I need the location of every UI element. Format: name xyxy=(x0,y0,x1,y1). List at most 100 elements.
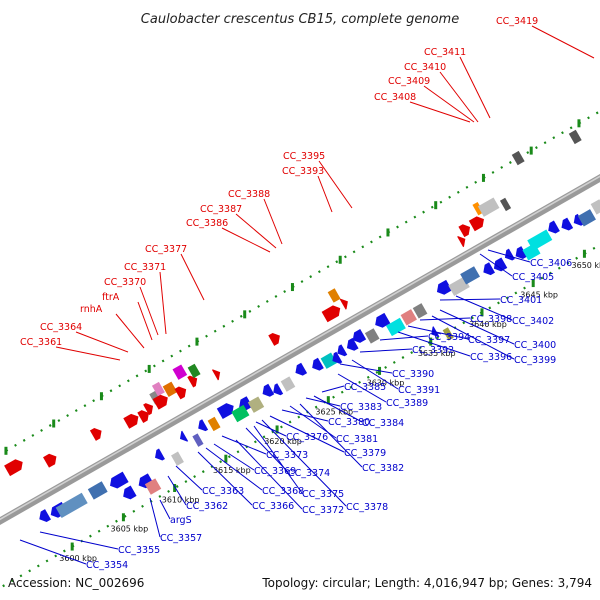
gene-callout-forward: CC_3370 xyxy=(104,277,159,336)
gene-glyph xyxy=(527,229,553,251)
gene-callout-reverse: CC_3380 xyxy=(281,409,370,428)
gene-label: CC_3392 xyxy=(412,345,454,356)
gene-label: CC_3372 xyxy=(302,505,344,516)
gene-label: CC_3364 xyxy=(40,322,82,333)
gene-label: rnhA xyxy=(80,304,103,315)
callout-line xyxy=(139,286,159,336)
gene-arrow-forward xyxy=(458,224,471,238)
gene-block xyxy=(590,199,600,215)
gene-block xyxy=(247,396,265,413)
gene-block xyxy=(162,381,178,397)
gene-block xyxy=(87,481,108,500)
gene-label: CC_3370 xyxy=(104,277,146,288)
gene-glyph xyxy=(162,381,178,397)
scale-tick xyxy=(275,425,279,434)
callout-line xyxy=(75,331,129,353)
gene-callout-reverse: CC_3389 xyxy=(337,373,428,409)
gene-glyph xyxy=(174,386,187,400)
gene-label: CC_3357 xyxy=(160,533,202,544)
gene-label: CC_3387 xyxy=(200,204,242,215)
gene-arrow-reverse xyxy=(110,471,129,489)
gene-callout-forward: CC_3395 xyxy=(283,151,353,209)
gene-arrow-reverse xyxy=(262,383,275,397)
callout-line xyxy=(159,271,167,335)
gene-arrow-forward xyxy=(137,410,149,424)
gene-callout-reverse: argS xyxy=(159,499,192,526)
gene-label: CC_3366 xyxy=(252,501,294,512)
scale-tick-outer xyxy=(99,392,103,401)
gene-callout-reverse: CC_3375 xyxy=(253,425,344,500)
gene-glyph xyxy=(179,430,189,442)
callout-line xyxy=(321,385,345,393)
gene-label: CC_3373 xyxy=(266,450,308,461)
gene-callout-reverse: CC_3374 xyxy=(245,427,330,479)
scale-tick-outer xyxy=(243,310,247,319)
callout-line xyxy=(455,295,513,321)
scale-label: 3615 kbp xyxy=(213,466,251,475)
gene-glyph xyxy=(262,383,275,397)
gene-arrow-reverse xyxy=(561,217,574,231)
callout-line xyxy=(313,395,363,423)
gene-arrow-reverse xyxy=(573,213,584,226)
callout-line xyxy=(419,317,471,321)
gene-glyph xyxy=(568,129,582,145)
gene-arrow-forward xyxy=(174,386,187,400)
gene-callout-reverse: CC_3398 xyxy=(419,314,512,325)
scale-tick-outer xyxy=(147,364,151,373)
callout-line xyxy=(423,85,475,123)
gene-block xyxy=(151,381,165,397)
scale-label: 3630 kbp xyxy=(367,378,405,387)
callout-line xyxy=(197,451,253,506)
gene-glyph xyxy=(192,433,204,447)
gene-callout-reverse: CC_3366 xyxy=(197,451,294,512)
scale-tick xyxy=(70,542,74,551)
gene-glyph xyxy=(468,216,484,232)
callout-line xyxy=(19,539,87,565)
scale-label: 3645 kbp xyxy=(520,290,558,299)
gene-arrow-reverse xyxy=(337,344,348,357)
gene-callout-reverse: CC_3373 xyxy=(221,435,308,461)
scale-tick-outer xyxy=(386,228,390,237)
callout-line xyxy=(253,425,303,494)
gene-block xyxy=(472,201,484,216)
gene-block xyxy=(568,129,582,145)
gene-callout-forward: ftrA xyxy=(102,292,153,341)
scale-tick-outer xyxy=(195,337,199,346)
gene-label: CC_3400 xyxy=(514,340,556,351)
gene-callout-reverse: CC_3394 xyxy=(379,332,470,343)
callout-line xyxy=(409,101,471,123)
gene-label: CC_3391 xyxy=(398,385,440,396)
gene-label: CC_3354 xyxy=(86,560,128,571)
gene-label: CC_3419 xyxy=(496,16,538,27)
callout-line xyxy=(351,359,399,390)
gene-label: CC_3380 xyxy=(328,417,370,428)
gene-label: CC_3374 xyxy=(288,468,330,479)
gene-glyph xyxy=(123,485,137,500)
gene-arrow-forward xyxy=(211,369,221,381)
gene-callout-forward: CC_3371 xyxy=(124,262,167,335)
gene-arrow-forward xyxy=(152,394,168,410)
callout-line xyxy=(221,227,271,253)
gene-arrow-reverse xyxy=(352,328,367,343)
gene-arrow-reverse xyxy=(295,362,308,376)
gene-block xyxy=(280,376,296,392)
callout-line xyxy=(407,325,469,340)
callout-line xyxy=(245,427,289,473)
gene-callout-reverse: CC_3378 xyxy=(261,419,388,513)
gene-glyph xyxy=(339,298,348,310)
gene-callout-reverse: CC_3397 xyxy=(407,325,510,346)
gene-label: CC_3383 xyxy=(340,402,382,413)
scale-label: 3635 kbp xyxy=(418,349,456,358)
gene-label: CC_3371 xyxy=(124,262,166,273)
gene-glyph xyxy=(457,236,466,248)
gene-arrow-forward xyxy=(187,375,198,388)
gene-label: CC_3410 xyxy=(404,62,446,73)
gene-arrow-reverse xyxy=(273,383,284,396)
scale-tick xyxy=(531,279,535,288)
gene-label: CC_3388 xyxy=(228,189,270,200)
gene-glyph xyxy=(436,279,453,295)
gene-label: CC_3385 xyxy=(344,382,386,393)
gene-glyph xyxy=(268,332,280,346)
gene-arrow-reverse xyxy=(483,262,496,276)
gene-glyph xyxy=(499,197,512,212)
